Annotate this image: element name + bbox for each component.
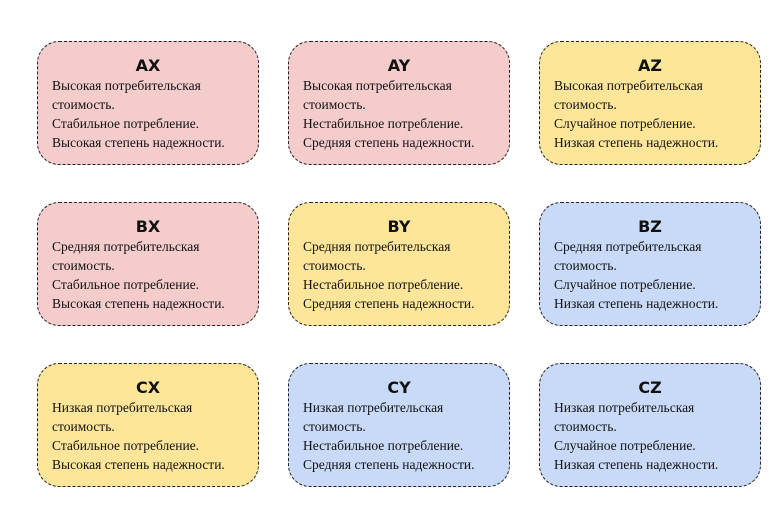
card-line: Низкая степень надежности.: [554, 296, 719, 311]
card-bz: BZ Средняя потребительская стоимость. Случа…: [539, 202, 761, 326]
card-line: стоимость.: [52, 419, 115, 434]
card-title: BX: [135, 217, 161, 236]
card-line: стоимость.: [554, 258, 617, 273]
card-line: Низкая степень надежности.: [554, 457, 719, 472]
card-ax: AX Высокая потребительская стоимость. Стаби…: [37, 41, 259, 165]
card-line: Средняя степень надежности.: [303, 296, 475, 311]
card-title: CZ: [638, 378, 662, 397]
card-line: Стабильное потребление.: [52, 438, 200, 453]
card-line: Высокая степень надежности.: [52, 457, 225, 472]
card-description: Низкая потребительская стоимость. Стабильн…: [52, 398, 248, 474]
card-line: Высокая потребительская: [52, 78, 201, 93]
card-line: Случайное потребление.: [554, 277, 696, 292]
card-cz: CZ Низкая потребительская стоимость. Случай…: [539, 363, 761, 487]
card-line: Низкая потребительская: [554, 400, 695, 415]
card-line: Средняя потребительская: [554, 239, 702, 254]
card-title: CY: [387, 378, 411, 397]
card-line: Низкая потребительская: [303, 400, 444, 415]
card-title: AY: [387, 56, 411, 75]
card-line: Высокая степень надежности.: [52, 296, 225, 311]
card-line: Средняя степень надежности.: [303, 457, 475, 472]
card-line: Средняя потребительская: [303, 239, 451, 254]
card-title: BY: [387, 217, 411, 236]
card-description: Высокая потребительская стоимость. Случайн…: [554, 76, 750, 152]
card-line: Стабильное потребление.: [52, 277, 200, 292]
card-description: Низкая потребительская стоимость. Случайно…: [554, 398, 750, 474]
card-description: Высокая потребительская стоимость. Нестаби…: [303, 76, 499, 152]
card-line: Нестабильное потребление.: [303, 116, 464, 131]
card-line: Случайное потребление.: [554, 438, 696, 453]
card-line: Высокая потребительская: [554, 78, 703, 93]
card-cx: CX Низкая потребительская стоимость. Стабил…: [37, 363, 259, 487]
card-line: стоимость.: [554, 97, 617, 112]
card-cy: CY Низкая потребительская стоимость. Нестаб…: [288, 363, 510, 487]
card-line: Средняя степень надежности.: [303, 135, 475, 150]
card-description: Низкая потребительская стоимость. Нестабил…: [303, 398, 499, 474]
card-line: Высокая степень надежности.: [52, 135, 225, 150]
card-title: AZ: [638, 56, 662, 75]
card-title: AX: [135, 56, 161, 75]
card-line: Случайное потребление.: [554, 116, 696, 131]
card-line: Низкая потребительская: [52, 400, 193, 415]
card-title: BZ: [638, 217, 662, 236]
card-description: Средняя потребительская стоимость. Стабиль…: [52, 237, 248, 313]
card-line: Высокая потребительская: [303, 78, 452, 93]
card-ay: AY Высокая потребительская стоимость. Неста…: [288, 41, 510, 165]
card-line: стоимость.: [52, 258, 115, 273]
card-description: Средняя потребительская стоимость. Нестаби…: [303, 237, 499, 313]
card-line: стоимость.: [303, 97, 366, 112]
card-line: Низкая степень надежности.: [554, 135, 719, 150]
card-line: стоимость.: [303, 258, 366, 273]
card-description: Средняя потребительская стоимость. Случайн…: [554, 237, 750, 313]
card-title: CX: [135, 378, 161, 397]
card-bx: BX Средняя потребительская стоимость. Стаби…: [37, 202, 259, 326]
card-line: стоимость.: [554, 419, 617, 434]
card-line: Нестабильное потребление.: [303, 277, 464, 292]
card-line: Стабильное потребление.: [52, 116, 200, 131]
card-az: AZ Высокая потребительская стоимость. Случа…: [539, 41, 761, 165]
card-line: Средняя потребительская: [52, 239, 200, 254]
card-by: BY Средняя потребительская стоимость. Неста…: [288, 202, 510, 326]
card-description: Высокая потребительская стоимость. Стабиль…: [52, 76, 248, 152]
card-line: стоимость.: [303, 419, 366, 434]
card-line: стоимость.: [52, 97, 115, 112]
card-line: Нестабильное потребление.: [303, 438, 464, 453]
